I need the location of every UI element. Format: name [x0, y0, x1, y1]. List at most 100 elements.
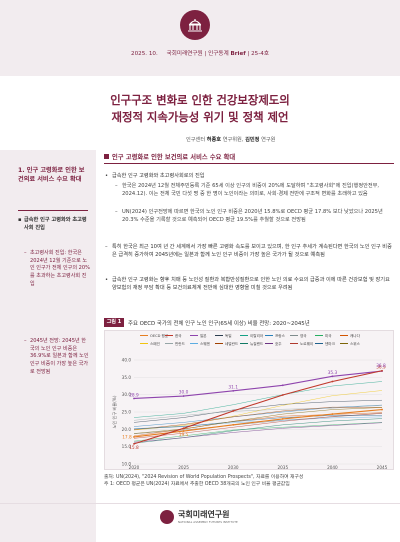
- sidebar-divider: [18, 210, 88, 211]
- author-1-role: 연구위원: [222, 137, 242, 143]
- data-point: [281, 394, 284, 396]
- footnote-1: 주 1: OECD 평균은 UN(2024) 자료에서 추출한 OECD 38개…: [104, 482, 290, 488]
- x-tick-label: 2020: [129, 465, 140, 470]
- legend-label: 스페인: [150, 342, 160, 346]
- y-tick-label: 20.0: [122, 427, 132, 432]
- legend-label: 미국: [325, 334, 332, 338]
- series-line-호주: [133, 422, 383, 443]
- legend-item: 스웨덴: [190, 342, 210, 347]
- legend-label: 스웨덴: [200, 342, 210, 346]
- series-line-일본: [133, 370, 383, 400]
- legend-swatch: [265, 342, 273, 345]
- author-1: 허종호: [206, 137, 222, 143]
- series-line-미국: [133, 422, 383, 442]
- data-label: 19.5: [179, 432, 189, 438]
- legend-label: 핀란드: [175, 342, 185, 346]
- legend-item: 호주: [265, 342, 282, 347]
- header-band: 2025. 10. 국회미래연구원 | 인구동계 Brief | 25-4호: [0, 0, 400, 76]
- legend-swatch: [340, 342, 348, 345]
- footer-logo-icon: [160, 510, 174, 524]
- x-tick-label: 2045: [377, 465, 388, 470]
- legend-swatch: [340, 334, 348, 337]
- legend-swatch: [240, 334, 248, 337]
- legend-label: 노르웨이: [300, 342, 314, 346]
- sub-item-1: – 한국은 2024년 12월 전체주민등록 기준 65세 이상 인구의 비중이 …: [115, 183, 380, 198]
- data-point: [133, 397, 135, 400]
- y-tick-label: 15.0: [122, 444, 132, 449]
- x-tick-label: 2030: [228, 465, 239, 470]
- data-point: [281, 418, 284, 420]
- legend-item: 네덜란드: [215, 342, 238, 347]
- footer-english-name: NATIONAL ASSEMBLY FUTURES INSTITUTE: [178, 520, 238, 524]
- data-point: [331, 380, 334, 383]
- legend-label: 스위스: [350, 342, 360, 346]
- series-name: 인구동계: [208, 51, 229, 57]
- series-line-한국: [133, 370, 383, 445]
- legend-item: 뉴질랜드: [240, 342, 263, 347]
- series-line-스페인: [133, 390, 383, 431]
- legend-item: 스페인: [140, 342, 160, 347]
- legend-swatch: [190, 334, 198, 337]
- author-2-role: 연구원: [261, 137, 276, 143]
- line-chart: 10.0 15.0 20.0 25.0 30.0 35.0 40.0 2020 2025 2030…: [111, 358, 388, 471]
- chart-legend: OECD 평균 한국 일본 독일 이탈리아 프랑스 영국 미국 캐나다 스페인 핀란드 스웨덴 네덜란드…: [140, 332, 370, 358]
- data-point: [182, 427, 185, 430]
- legend-swatch: [140, 334, 148, 337]
- data-label: 36.8: [376, 363, 386, 369]
- data-point: [281, 384, 284, 387]
- legend-item: 일본: [190, 334, 207, 339]
- title-line-2: 재정적 지속가능성 위기 및 정책 제언: [111, 110, 289, 124]
- y-tick-label: 10.0: [122, 462, 132, 467]
- legend-swatch: [290, 342, 298, 345]
- footer-divider: [0, 503, 400, 504]
- legend-swatch: [190, 342, 198, 345]
- legend-label: 덴마크: [325, 342, 335, 346]
- footer-institute-name: 국회미래연구원: [178, 510, 230, 519]
- y-tick-label: 25.0: [122, 410, 132, 415]
- figure-notes: 출처: UN(2024), "2024 Revision of World Po…: [104, 474, 394, 488]
- data-point: [232, 389, 235, 392]
- series-line-독일: [133, 399, 383, 423]
- legend-item: 이탈리아: [240, 334, 263, 339]
- legend-label: OECD 평균: [150, 334, 169, 338]
- legend-item: 독일: [215, 334, 232, 339]
- issue-number: 25-4호: [251, 51, 269, 57]
- issue-date: 2025. 10.: [131, 51, 158, 57]
- legend-label: 일본: [200, 334, 207, 338]
- data-point: [182, 430, 185, 432]
- page-title: 인구구조 변화로 인한 건강보장제도의 재정적 지속가능성 위기 및 정책 제언: [0, 92, 400, 126]
- y-axis-label: 노인 인구 비율(%): [111, 395, 118, 428]
- institute-name: 국회미래연구원: [166, 51, 203, 57]
- legend-swatch: [315, 342, 323, 345]
- legend-swatch: [140, 342, 148, 345]
- author-center: 인구센터: [186, 137, 206, 143]
- source-note: 출처: UN(2024), "2024 Revision of World Po…: [104, 475, 304, 480]
- sidebar-section-title: 1. 인구 고령화로 인한 보건의료 서비스 수요 확대: [18, 167, 85, 184]
- legend-item: 프랑스: [265, 334, 285, 339]
- data-point: [381, 408, 383, 411]
- y-tick-label: 40.0: [122, 358, 132, 363]
- legend-label: 네덜란드: [225, 342, 239, 346]
- data-label: 17.8: [122, 434, 132, 440]
- legend-label: 뉴질랜드: [250, 342, 264, 346]
- square-marker-icon: [104, 154, 109, 159]
- data-point: [331, 375, 334, 378]
- series-line-노르웨이: [133, 413, 383, 439]
- legend-swatch: [165, 334, 173, 337]
- section-heading: 인구 고령화로 인한 보건의료 서비스 수요 확대: [104, 152, 394, 161]
- brief-word: Brief: [230, 51, 246, 57]
- legend-label: 독일: [225, 334, 232, 338]
- assembly-logo-icon: [180, 10, 210, 40]
- legend-item: 한국: [165, 334, 182, 339]
- legend-item: 노르웨이: [290, 342, 313, 347]
- figure-title: 주요 OECD 국가의 전체 인구 노인 인구(65세 이상) 비율 전망: 2…: [128, 321, 310, 327]
- sidebar: 1. 인구 고령화로 인한 보건의료 서비스 수요 확대 ▪ 급속한 인구 고령…: [0, 150, 96, 542]
- legend-swatch: [215, 342, 223, 345]
- author-line: 인구센터 허종호 연구위원, 김민정 연구원: [186, 137, 276, 143]
- data-point: [133, 436, 135, 438]
- legend-item: 핀란드: [165, 342, 185, 347]
- author-2: 김민정: [245, 137, 260, 143]
- x-tick-label: 2025: [178, 465, 189, 470]
- legend-swatch: [290, 334, 298, 337]
- y-tick-label: 30.0: [122, 392, 132, 397]
